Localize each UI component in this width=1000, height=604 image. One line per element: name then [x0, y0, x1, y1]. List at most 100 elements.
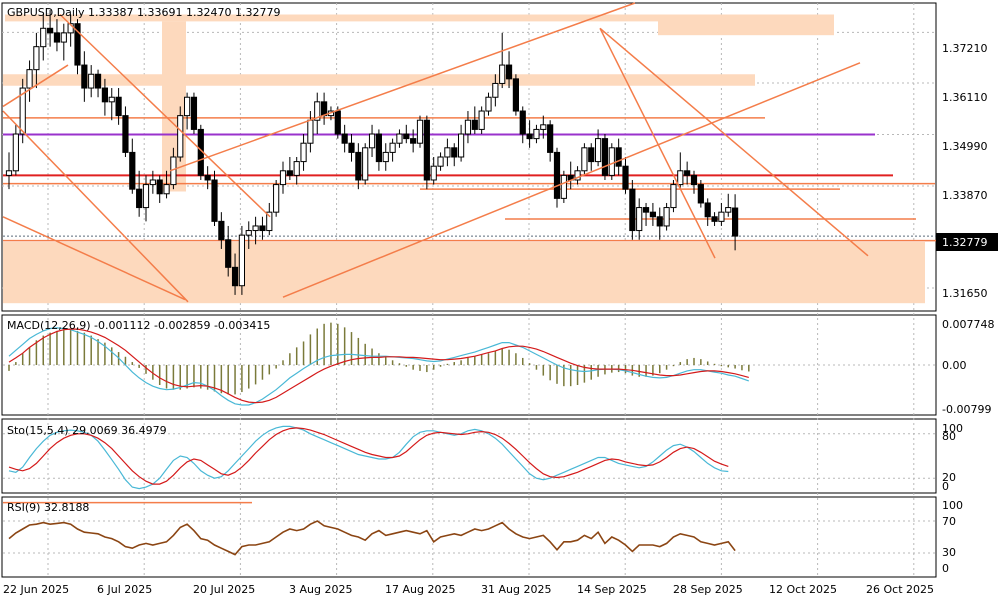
- date-tick-label: 3 Aug 2025: [289, 583, 352, 596]
- bull-candle: [245, 230, 252, 236]
- bull-candle: [33, 46, 40, 71]
- bear-candle: [588, 147, 595, 163]
- bull-candle: [40, 27, 47, 48]
- bear-candle: [697, 184, 704, 204]
- sto-signal-line: [8, 427, 729, 485]
- bull-candle: [478, 110, 485, 130]
- bear-candle: [615, 147, 622, 167]
- bear-candle: [642, 207, 650, 213]
- bull-candle: [499, 64, 506, 84]
- bear-candle: [286, 170, 293, 176]
- bear-candle: [512, 78, 519, 112]
- bear-candle: [622, 165, 629, 190]
- bull-candle: [464, 119, 472, 135]
- bull-candle: [307, 119, 314, 144]
- macd-label: MACD(12,26,9) -0.001112 -0.002859 -0.003…: [7, 319, 270, 332]
- sto-tick-label: 0: [942, 480, 949, 493]
- bull-candle: [368, 133, 376, 149]
- sto-tick-label: 20: [942, 471, 956, 484]
- bear-candle: [423, 119, 430, 181]
- bear-candle: [47, 27, 54, 34]
- price-tick-label: 1.31650: [942, 287, 988, 300]
- resistance-zone: [3, 74, 755, 86]
- bull-candle: [26, 69, 33, 89]
- bear-candle: [115, 96, 122, 117]
- date-tick-label: 26 Oct 2025: [866, 583, 934, 596]
- bear-candle: [410, 138, 417, 144]
- current-price-badge: [936, 233, 998, 251]
- price-tick-label: 1.34990: [942, 140, 988, 153]
- date-tick-label: 22 Jun 2025: [3, 583, 69, 596]
- bull-candle: [279, 170, 287, 186]
- rsi-label: RSI(9) 32.8188: [7, 501, 89, 514]
- sto-label: Sto(15,5,4) 29.0069 36.4979: [7, 424, 167, 437]
- bear-candle: [690, 174, 698, 186]
- trendline: [2, 216, 186, 301]
- trendline: [169, 2, 636, 172]
- bear-candle: [53, 32, 61, 43]
- bear-candle: [519, 110, 526, 135]
- bull-candle: [177, 115, 184, 158]
- rsi-panel-frame: [1, 496, 937, 578]
- bear-candle: [355, 151, 362, 181]
- bull-candle: [266, 211, 273, 232]
- bull-candle: [595, 138, 602, 163]
- bull-candle: [5, 170, 13, 176]
- bull-candle: [184, 96, 191, 117]
- bull-candle: [533, 128, 540, 140]
- bear-candle: [334, 110, 341, 135]
- bear-candle: [649, 211, 656, 218]
- date-tick-label: 12 Oct 2025: [769, 583, 837, 596]
- bear-candle: [94, 73, 102, 89]
- macd-tick-label: -0.00799: [942, 403, 991, 416]
- bear-candle: [711, 216, 718, 222]
- price-tick-label: 1.37210: [942, 42, 988, 55]
- rsi-line: [8, 520, 736, 556]
- date-tick-label: 31 Aug 2025: [481, 583, 551, 596]
- date-tick-label: 20 Jul 2025: [193, 583, 255, 596]
- rsi-tick-label: 70: [942, 515, 956, 528]
- bull-candle: [492, 82, 499, 98]
- date-tick-label: 14 Sep 2025: [577, 583, 647, 596]
- macd-panel-frame: [1, 314, 937, 416]
- sto-tick-label: 100: [942, 422, 963, 435]
- stochastic-indicator: [3, 425, 936, 490]
- support-zone: [3, 242, 925, 304]
- date-tick-label: 6 Jul 2025: [97, 583, 152, 596]
- macd-tick-label: 0.007748: [942, 318, 995, 331]
- bear-candle: [656, 216, 663, 227]
- bear-candle: [321, 101, 328, 117]
- date-tick-label: 17 Aug 2025: [385, 583, 455, 596]
- bull-candle: [485, 96, 492, 112]
- bear-candle: [547, 124, 554, 153]
- date-tick-label: 28 Sep 2025: [673, 583, 743, 596]
- bear-candle: [231, 266, 239, 287]
- bear-candle: [684, 170, 691, 176]
- price-panel-title: GBPUSD,Daily 1.33387 1.33691 1.32470 1.3…: [7, 6, 281, 19]
- resistance-zone: [5, 14, 665, 22]
- bear-candle: [348, 142, 355, 153]
- bear-candle: [190, 96, 198, 130]
- bull-candle: [718, 211, 725, 222]
- bear-candle: [732, 207, 739, 237]
- bull-candle: [314, 101, 321, 121]
- bear-candle: [136, 188, 143, 209]
- bear-candle: [505, 64, 513, 80]
- bull-candle: [238, 234, 246, 287]
- bear-candle: [526, 133, 533, 140]
- macd-main-line: [8, 327, 749, 406]
- trendline: [599, 27, 869, 257]
- bull-candle: [581, 147, 588, 172]
- bull-candle: [293, 161, 300, 176]
- bull-candle: [670, 184, 677, 209]
- bull-candle: [677, 170, 684, 186]
- bear-candle: [211, 179, 218, 222]
- bear-candle: [375, 133, 382, 163]
- bull-candle: [663, 207, 670, 227]
- rsi-tick-label: 30: [942, 546, 956, 559]
- sto-tick-label: 80: [942, 430, 956, 443]
- current-price-label: 1.32779: [942, 236, 988, 249]
- bull-candle: [19, 87, 26, 135]
